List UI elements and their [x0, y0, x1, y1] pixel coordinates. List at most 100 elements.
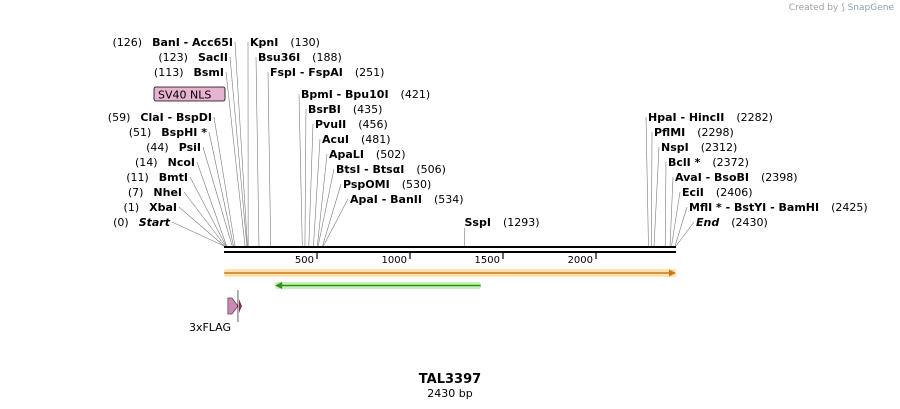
site-label-end: End (2430) [696, 216, 768, 229]
site-label-mfli: MflI * - BstYI - BamHI (2425) [689, 201, 868, 214]
site-label-acui: AcuI (481) [322, 133, 391, 146]
map-title: TAL3397 [419, 372, 481, 387]
backbone-bottom-strand [224, 251, 676, 253]
site-connector [202, 146, 233, 247]
site-label-apali: ApaLI (502) [329, 148, 406, 161]
site-label-bsmi: (113) BsmI [154, 66, 224, 79]
backbone-top-strand [224, 246, 676, 248]
sv40-nls-label-box [153, 86, 226, 102]
site-label-psii: (44) PsiI [146, 141, 201, 154]
flag-tag-feature[interactable] [227, 297, 239, 315]
site-acui[interactable]: AcuI (481) [322, 133, 391, 146]
site-label-pflmi: PflMI (2298) [654, 126, 734, 139]
features [224, 269, 676, 322]
sv40-nls-label: SV40 NLS [158, 89, 211, 102]
site-hpai[interactable]: HpaI - HincII (2282) [648, 111, 773, 124]
site-connector [229, 56, 248, 247]
site-label-start: (0) Start [113, 216, 171, 229]
site-fspi[interactable]: FspI - FspAI (251) [270, 66, 384, 79]
site-pspomi[interactable]: PspOMI (530) [343, 178, 431, 191]
site-label-ecii: EciI (2406) [682, 186, 752, 199]
site-connector [304, 108, 307, 247]
site-connector [322, 183, 342, 247]
site-bcli[interactable]: BclI * (2372) [668, 156, 749, 169]
site-labels: (126) BanI - Acc65I (123) SacII (113) BsmI (59… [108, 36, 868, 229]
site-label-btsi: BtsI - BtsαI (506) [336, 163, 446, 176]
ruler-tick-label: 1500 [475, 255, 500, 266]
ruler-tick-label: 500 [295, 255, 314, 266]
site-connector [645, 116, 649, 247]
site-connector [225, 71, 246, 247]
site-connector [213, 116, 236, 247]
site-connector [651, 131, 653, 247]
site-connector [674, 206, 688, 247]
ruler-tick-label: 2000 [568, 255, 593, 266]
site-connector [267, 71, 271, 247]
site-label-bsu36i: Bsu36I (188) [258, 51, 342, 64]
site-connector [671, 191, 681, 247]
site-label-pvuii: PvuII (456) [315, 118, 388, 131]
site-label-apai: ApaI - BanII (534) [350, 193, 464, 206]
site-bpmi[interactable]: BpmI - Bpu10I (421) [301, 88, 430, 101]
site-avai[interactable]: AvaI - BsoBI (2398) [675, 171, 798, 184]
site-bsrbi[interactable]: BsrBI (435) [308, 103, 382, 116]
site-label-sspi: SspI (1293) [465, 216, 540, 229]
orf-reverse-arrowhead [275, 282, 283, 289]
site-psii[interactable]: (44) PsiI [146, 141, 201, 154]
site-ncoi[interactable]: (14) NcoI [135, 156, 195, 169]
site-bani[interactable]: (126) BanI - Acc65I [112, 36, 233, 49]
site-btsi[interactable]: BtsI - BtsαI (506) [336, 163, 446, 176]
site-connector [189, 176, 227, 247]
site-connector [208, 131, 234, 247]
site-start[interactable]: (0) Start [113, 216, 171, 229]
site-ecii[interactable]: EciI (2406) [682, 186, 752, 199]
snapgene-credit: Created by ⟆ SnapGene [789, 3, 894, 13]
ruler-tick-label: 1000 [382, 255, 407, 266]
site-connector [255, 56, 260, 247]
site-label-bsrbi: BsrBI (435) [308, 103, 382, 116]
site-nspi[interactable]: NspI (2312) [661, 141, 737, 154]
site-apali[interactable]: ApaLI (502) [329, 148, 406, 161]
site-sacii[interactable]: (123) SacII [158, 51, 228, 64]
site-connector [653, 146, 660, 247]
site-label-kpni: KpnI (130) [250, 36, 320, 49]
site-kpni[interactable]: KpnI (130) [250, 36, 320, 49]
site-end[interactable]: End (2430) [696, 216, 768, 229]
site-connector [298, 93, 303, 247]
site-xbai[interactable]: (1) XbaI [124, 201, 177, 214]
site-label-bcli: BclI * (2372) [668, 156, 749, 169]
site-label-nspi: NspI (2312) [661, 141, 737, 154]
site-sspi[interactable]: SspI (1293) [465, 216, 540, 229]
site-connector [669, 176, 674, 247]
site-label-bpmi: BpmI - Bpu10I (421) [301, 88, 430, 101]
site-connector [308, 123, 314, 247]
site-connector [317, 168, 335, 247]
site-nhei[interactable]: (7) NheI [128, 186, 182, 199]
site-clai[interactable]: (59) ClaI - BspDI [108, 111, 212, 124]
site-label-bsphi: (51) BspHI * [129, 126, 208, 139]
site-pflmi[interactable]: PflMI (2298) [654, 126, 734, 139]
site-label-avai: AvaI - BsoBI (2398) [675, 171, 798, 184]
site-bmti[interactable]: (11) BmtI [126, 171, 188, 184]
site-pvuii[interactable]: PvuII (456) [315, 118, 388, 131]
site-label-bani: (126) BanI - Acc65I [112, 36, 233, 49]
site-mfli[interactable]: MflI * - BstYI - BamHI (2425) [689, 201, 868, 214]
site-connector-lines [171, 41, 695, 247]
site-connector [323, 198, 349, 247]
site-label-nhei: (7) NheI [128, 186, 182, 199]
sv40-nls-feature-label[interactable]: SV40 NLS [153, 86, 226, 102]
site-label-clai: (59) ClaI - BspDI [108, 111, 212, 124]
site-connector [664, 161, 667, 247]
site-bsu36i[interactable]: Bsu36I (188) [258, 51, 342, 64]
site-label-pspomi: PspOMI (530) [343, 178, 431, 191]
site-apai[interactable]: ApaI - BanII (534) [350, 193, 464, 206]
sequence-length: 2430 bp [427, 387, 472, 400]
site-label-fspi: FspI - FspAI (251) [270, 66, 384, 79]
site-bsmi[interactable]: (113) BsmI [154, 66, 224, 79]
site-label-sacii: (123) SacII [158, 51, 228, 64]
site-bsphi[interactable]: (51) BspHI * [129, 126, 208, 139]
3xflag-label: 3xFLAG [189, 321, 231, 334]
credit-prefix: Created by [788, 3, 839, 13]
flag-tag-arrowhead [238, 299, 242, 313]
